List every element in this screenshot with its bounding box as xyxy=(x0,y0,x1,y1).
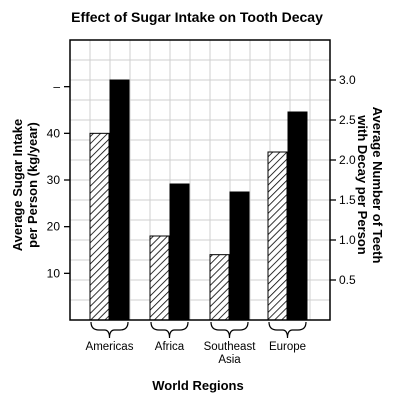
left-tick-label: – xyxy=(53,80,60,94)
left-tick-label: 30 xyxy=(47,173,61,187)
brace-africa xyxy=(150,321,189,339)
bar-europe-solid xyxy=(287,111,308,321)
left-axis-title-line-2: per Person (kg/year) xyxy=(25,122,40,248)
category-label: Europe xyxy=(269,341,306,353)
right-tick-label: 3.0 xyxy=(339,73,356,87)
category-label: Africa xyxy=(155,341,185,353)
category-label: Asia xyxy=(218,354,241,366)
bar-southeast-asia-hatched xyxy=(209,254,230,321)
right-axis-title-line-2: with Decay per Person xyxy=(355,114,370,254)
bar-africa-hatched xyxy=(149,235,170,321)
brace-americas xyxy=(90,321,129,339)
bar-southeast-asia-solid xyxy=(229,191,250,321)
category-label: Americas xyxy=(86,341,134,353)
x-axis-title: World Regions xyxy=(152,378,243,393)
category-label: Southeast xyxy=(204,341,257,353)
bar-africa-solid xyxy=(169,183,190,321)
left-axis-title-line-1: Average Sugar Intake xyxy=(10,119,25,251)
category-braces xyxy=(90,321,307,339)
left-tick-label: 40 xyxy=(47,126,61,140)
right-tick-label: 2.5 xyxy=(339,113,356,127)
right-axis: 0.5 1.0 1.5 2.0 2.5 3.0 xyxy=(330,73,356,287)
bar-europe-hatched xyxy=(267,151,288,321)
chart-title: Effect of Sugar Intake on Tooth Decay xyxy=(71,9,323,25)
right-tick-label: 1.5 xyxy=(339,193,356,207)
right-tick-label: 1.0 xyxy=(339,233,356,247)
bar-americas-hatched xyxy=(89,132,110,321)
right-tick-label: 2.0 xyxy=(339,153,356,167)
bars xyxy=(89,79,308,321)
left-tick-label: 10 xyxy=(47,266,61,280)
left-tick-label: 20 xyxy=(47,220,61,234)
brace-europe xyxy=(268,321,307,339)
left-axis: 10 20 30 40 – xyxy=(47,80,70,280)
bar-americas-solid xyxy=(109,79,130,321)
right-tick-label: 0.5 xyxy=(339,273,356,287)
brace-southeast-asia xyxy=(210,321,249,339)
right-axis-title-line-1: Average Number of Teeth xyxy=(370,107,385,264)
